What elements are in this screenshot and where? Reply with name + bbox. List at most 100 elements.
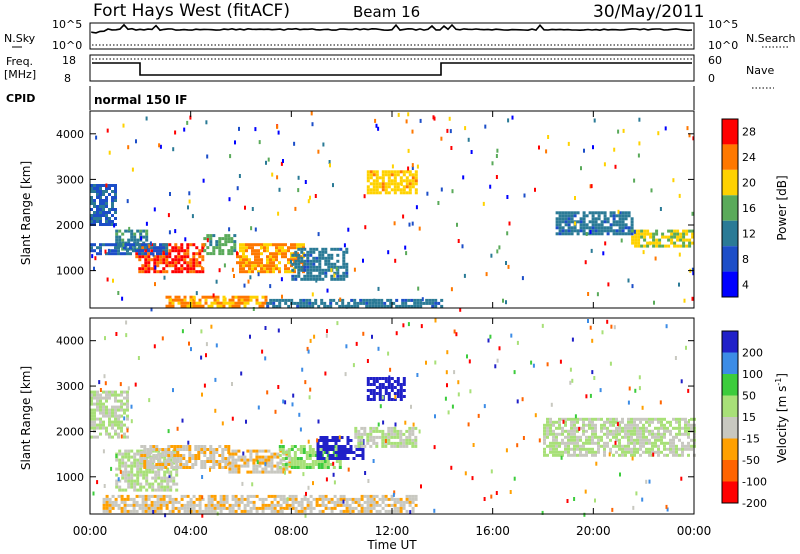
velocity-cell — [139, 470, 143, 474]
power-cell — [114, 196, 117, 199]
power-cell — [165, 258, 169, 262]
velocity-cell — [270, 494, 274, 498]
velocity-cell — [102, 411, 105, 415]
velocity-cell — [369, 500, 373, 504]
power-cell — [144, 264, 148, 268]
velocity-cell — [264, 449, 268, 453]
power-cell — [171, 270, 175, 274]
velocity-cell — [114, 417, 117, 421]
power-cell — [615, 232, 619, 236]
velocity-cell — [420, 324, 423, 329]
velocity-cell — [126, 428, 129, 433]
power-cell — [461, 244, 464, 249]
velocity-cell — [296, 457, 300, 460]
power-cell — [236, 186, 239, 191]
velocity-cell — [555, 453, 558, 457]
power-cell — [138, 249, 141, 253]
velocity-cell — [654, 417, 657, 421]
velocity-cell — [118, 467, 122, 471]
power-cell — [311, 304, 315, 308]
power-cell — [90, 187, 93, 190]
velocity-cell — [684, 447, 687, 451]
power-cell — [96, 184, 99, 187]
power-cell — [121, 296, 124, 301]
velocity-cell — [666, 426, 669, 430]
power-cell — [144, 246, 147, 250]
power-cell — [375, 182, 379, 186]
velocity-cell — [444, 396, 447, 401]
velocity-cell — [154, 476, 158, 480]
velocity-cell — [284, 466, 288, 469]
power-cell — [242, 258, 245, 262]
velocity-cell — [381, 377, 385, 380]
power-cell — [105, 243, 108, 247]
velocity-cell — [144, 509, 148, 513]
velocity-cell — [305, 463, 309, 466]
velocity-cell — [688, 419, 690, 423]
power-cell — [275, 246, 278, 250]
velocity-cell — [143, 466, 147, 469]
power-cell — [144, 258, 148, 262]
power-cell — [377, 298, 381, 302]
power-cell — [320, 301, 324, 305]
power-cell — [156, 258, 160, 262]
velocity-cell — [561, 441, 564, 445]
power-cell — [630, 217, 634, 221]
power-cell — [254, 264, 257, 268]
velocity-cell — [639, 432, 642, 436]
power-cell — [408, 170, 412, 174]
power-cell — [393, 185, 397, 189]
power-cell — [618, 214, 622, 218]
velocity-cell — [228, 455, 232, 459]
velocity-cell — [615, 444, 618, 448]
power-cell — [192, 258, 196, 262]
velocity-cell — [574, 414, 577, 419]
power-cell — [212, 252, 216, 256]
velocity-cell — [159, 494, 163, 498]
velocity-cell — [151, 485, 155, 489]
power-cell — [269, 264, 272, 268]
power-cell — [224, 234, 228, 238]
power-cell — [278, 304, 282, 308]
velocity-cell — [136, 461, 140, 465]
velocity-cell — [270, 452, 274, 456]
velocity-cell — [158, 466, 162, 469]
velocity-cell — [351, 506, 355, 510]
power-cell — [96, 220, 99, 223]
power-cell — [254, 261, 257, 265]
power-cell — [118, 235, 122, 239]
velocity-cell — [143, 457, 147, 460]
power-cell — [180, 243, 184, 247]
power-cell — [102, 243, 105, 247]
velocity-cell — [108, 506, 112, 510]
power-cell — [275, 298, 279, 302]
velocity-cell — [308, 395, 311, 400]
power-cell — [275, 267, 278, 271]
power-cell — [263, 264, 266, 268]
power-cell — [99, 243, 102, 247]
velocity-cell — [228, 461, 232, 465]
power-cell — [431, 298, 435, 302]
velocity-cell — [224, 448, 228, 451]
velocity-cell — [108, 411, 111, 415]
power-cell — [290, 243, 293, 247]
power-cell — [227, 252, 231, 256]
velocity-cell — [120, 423, 123, 427]
velocity-cell — [149, 445, 153, 448]
velocity-cell — [509, 490, 512, 494]
velocity-cell — [615, 429, 618, 434]
velocity-cell — [414, 503, 418, 507]
power-cell — [411, 176, 415, 180]
power-cell — [661, 235, 665, 239]
power-cell — [242, 249, 245, 253]
velocity-cell — [152, 454, 156, 457]
power-cell — [561, 229, 565, 233]
velocity-cell — [285, 500, 289, 504]
power-cell — [165, 295, 169, 299]
velocity-cell — [672, 435, 675, 439]
velocity-cell — [121, 461, 125, 465]
velocity-cell — [570, 429, 573, 433]
power-cell — [655, 229, 659, 233]
power-cell — [248, 246, 251, 250]
power-cell — [278, 187, 281, 192]
